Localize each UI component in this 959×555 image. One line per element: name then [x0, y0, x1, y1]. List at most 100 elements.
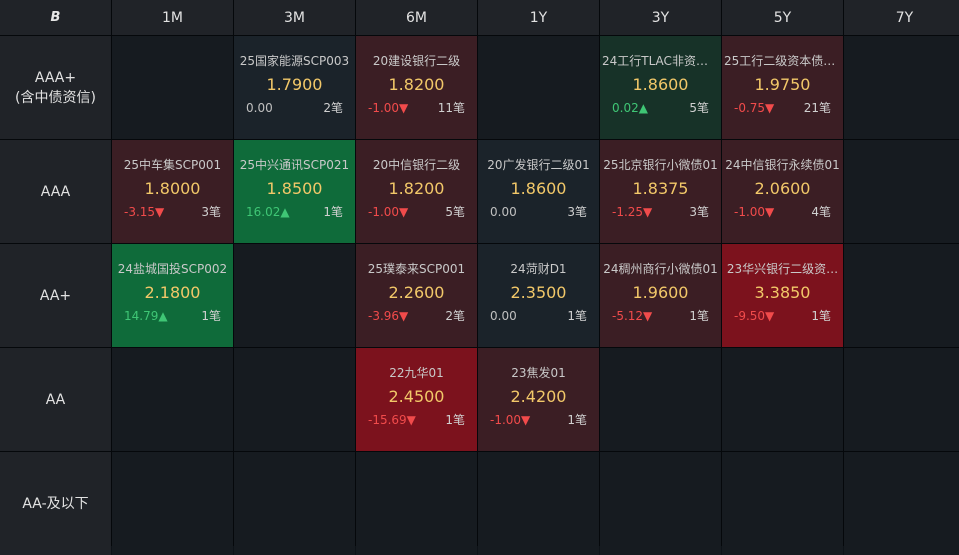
yield-change: 0.00 [490, 309, 517, 323]
bond-cell-footer: 16.02▲ 1笔 [234, 202, 355, 222]
bond-cell[interactable]: 24菏财D1 2.3500 0.00 1笔 [478, 244, 599, 347]
yield-change: -1.00▼ [368, 101, 409, 115]
bond-cell-footer: -0.75▼ 21笔 [722, 98, 843, 118]
bond-cell[interactable]: 24工行TLAC非资本… 1.8600 0.02▲ 5笔 [600, 36, 721, 139]
empty-cell [112, 348, 233, 451]
trade-count: 21笔 [803, 101, 831, 115]
bond-cell[interactable]: 20广发银行二级01 1.8600 0.00 3笔 [478, 140, 599, 243]
bond-cell-footer: -15.69▼ 1笔 [356, 410, 477, 430]
trade-count: 11笔 [437, 101, 465, 115]
empty-cell [844, 348, 959, 451]
bond-cell[interactable]: 25中车集SCP001 1.8000 -3.15▼ 3笔 [112, 140, 233, 243]
trade-count: 1笔 [689, 309, 709, 323]
bond-cell[interactable]: 25国家能源SCP003 1.7900 0.00 2笔 [234, 36, 355, 139]
bond-cell[interactable]: 22九华01 2.4500 -15.69▼ 1笔 [356, 348, 477, 451]
bond-name: 25国家能源SCP003 [239, 54, 350, 68]
empty-cell [112, 452, 233, 555]
trade-count: 1笔 [201, 309, 221, 323]
rating-label: AAA+ [34, 69, 77, 86]
empty-cell [600, 348, 721, 451]
bond-name: 25工行二级资本债0… [724, 54, 841, 68]
bond-yield: 1.8200 [388, 75, 445, 94]
empty-cell [234, 348, 355, 451]
column-header-7y[interactable]: 7Y [844, 0, 959, 35]
bond-name: 20建设银行二级 [372, 54, 461, 68]
bond-name: 24盐城国投SCP002 [117, 262, 228, 276]
bond-name: 25璞泰来SCP001 [367, 262, 466, 276]
bond-cell[interactable]: 23焦发01 2.4200 -1.00▼ 1笔 [478, 348, 599, 451]
yield-change: -3.15▼ [124, 205, 165, 219]
bond-cell[interactable]: 24中信银行永续债01 2.0600 -1.00▼ 4笔 [722, 140, 843, 243]
bond-yield: 2.1800 [144, 283, 201, 302]
bond-cell-footer: -1.25▼ 3笔 [600, 202, 721, 222]
rating-label: AA [45, 391, 66, 408]
bond-name: 24工行TLAC非资本… [602, 54, 719, 68]
yield-change: 14.79▲ [124, 309, 168, 323]
bond-cell[interactable]: 25中兴通讯SCP021 1.8500 16.02▲ 1笔 [234, 140, 355, 243]
yield-change: 0.00 [246, 101, 273, 115]
bond-cell-footer: -9.50▼ 1笔 [722, 306, 843, 326]
trade-count: 1笔 [445, 413, 465, 427]
bond-cell[interactable]: 24盐城国投SCP002 2.1800 14.79▲ 1笔 [112, 244, 233, 347]
rating-label: AA-及以下 [22, 495, 89, 512]
trade-count: 1笔 [567, 309, 587, 323]
bond-cell[interactable]: 20中信银行二级 1.8200 -1.00▼ 5笔 [356, 140, 477, 243]
yield-change: -1.00▼ [734, 205, 775, 219]
trade-count: 3笔 [689, 205, 709, 219]
empty-cell [112, 36, 233, 139]
bond-cell-footer: 0.00 2笔 [234, 98, 355, 118]
bond-cell-footer: -1.00▼ 5笔 [356, 202, 477, 222]
brand-logo-icon: B [50, 10, 61, 25]
bond-yield: 3.3850 [754, 283, 811, 302]
yield-change: -1.25▼ [612, 205, 653, 219]
bond-cell-footer: 0.00 3笔 [478, 202, 599, 222]
trade-count: 4笔 [811, 205, 831, 219]
bond-name: 20广发银行二级01 [487, 158, 590, 172]
bond-cell-footer: -1.00▼ 1笔 [478, 410, 599, 430]
trade-count: 2笔 [323, 101, 343, 115]
empty-cell [722, 348, 843, 451]
bond-cell[interactable]: 20建设银行二级 1.8200 -1.00▼ 11笔 [356, 36, 477, 139]
bond-cell[interactable]: 23华兴银行二级资… 3.3850 -9.50▼ 1笔 [722, 244, 843, 347]
bond-yield: 2.3500 [510, 283, 567, 302]
empty-cell [722, 452, 843, 555]
empty-cell [234, 244, 355, 347]
column-header-5y[interactable]: 5Y [722, 0, 843, 35]
empty-cell [478, 36, 599, 139]
column-header-1y[interactable]: 1Y [478, 0, 599, 35]
bond-cell[interactable]: 25璞泰来SCP001 2.2600 -3.96▼ 2笔 [356, 244, 477, 347]
empty-cell [478, 452, 599, 555]
bond-yield: 1.8200 [388, 179, 445, 198]
column-header-6m[interactable]: 6M [356, 0, 477, 35]
bond-cell[interactable]: 25工行二级资本债0… 1.9750 -0.75▼ 21笔 [722, 36, 843, 139]
bond-name: 22九华01 [389, 366, 444, 380]
bond-yield: 1.9600 [632, 283, 689, 302]
yield-change: -5.12▼ [612, 309, 653, 323]
row-header: AA+ [0, 244, 111, 347]
bond-yield: 1.8600 [510, 179, 567, 198]
row-header: AAA+ (含中债资信) [0, 36, 111, 139]
trade-count: 1笔 [567, 413, 587, 427]
bond-cell[interactable]: 24稠州商行小微债01 1.9600 -5.12▼ 1笔 [600, 244, 721, 347]
column-header-1m[interactable]: 1M [112, 0, 233, 35]
rating-label: AAA [40, 183, 71, 200]
bond-yield: 2.4500 [388, 387, 445, 406]
yield-change: -1.00▼ [368, 205, 409, 219]
bond-yield: 1.8000 [144, 179, 201, 198]
empty-cell [600, 452, 721, 555]
bond-cell-footer: -3.15▼ 3笔 [112, 202, 233, 222]
bond-name: 24中信银行永续债01 [725, 158, 840, 172]
yield-change: -1.00▼ [490, 413, 531, 427]
bond-name: 25北京银行小微债01 [603, 158, 718, 172]
corner-logo: B [0, 0, 111, 35]
bond-yield: 1.7900 [266, 75, 323, 94]
bond-cell-footer: -5.12▼ 1笔 [600, 306, 721, 326]
column-header-3m[interactable]: 3M [234, 0, 355, 35]
bond-cell[interactable]: 25北京银行小微债01 1.8375 -1.25▼ 3笔 [600, 140, 721, 243]
bond-name: 24菏财D1 [510, 262, 567, 276]
column-header-3y[interactable]: 3Y [600, 0, 721, 35]
bond-name: 25中兴通讯SCP021 [239, 158, 350, 172]
empty-cell [844, 452, 959, 555]
bond-cell-footer: 0.02▲ 5笔 [600, 98, 721, 118]
